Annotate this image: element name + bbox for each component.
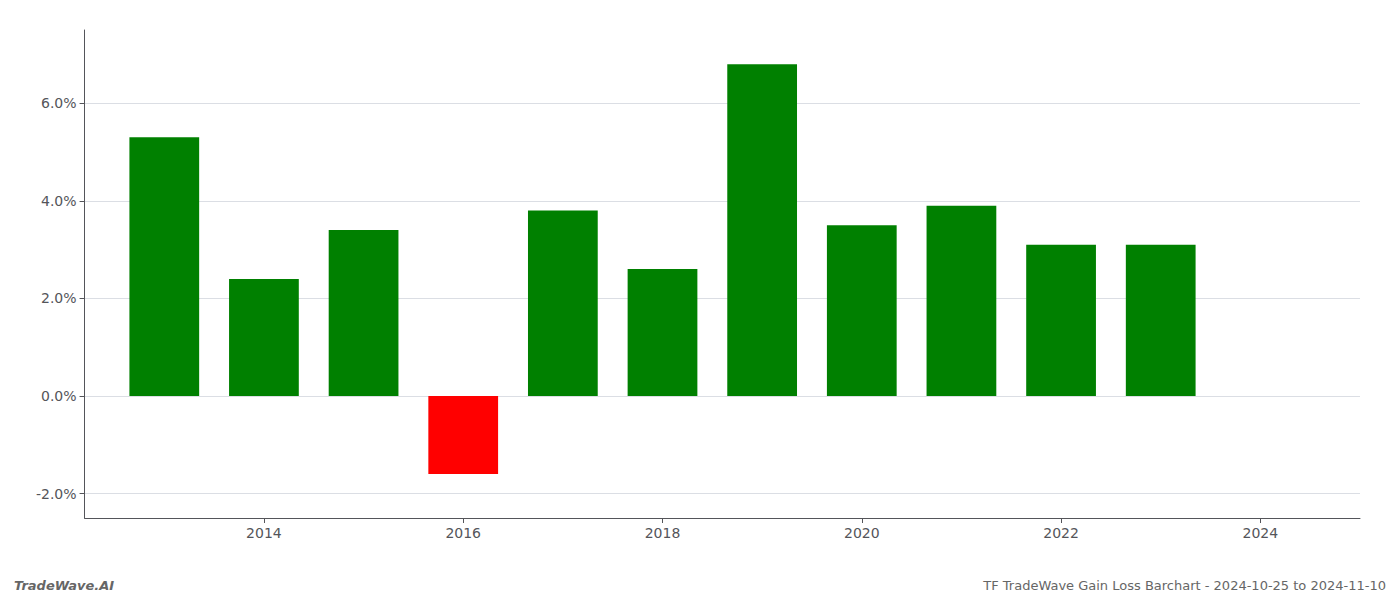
svg-text:-2.0%: -2.0% <box>36 486 77 502</box>
svg-text:2018: 2018 <box>645 525 681 541</box>
svg-text:2014: 2014 <box>246 525 282 541</box>
svg-text:2.0%: 2.0% <box>41 290 77 306</box>
svg-text:0.0%: 0.0% <box>41 388 77 404</box>
svg-text:2022: 2022 <box>1043 525 1079 541</box>
svg-text:2024: 2024 <box>1243 525 1279 541</box>
svg-text:TradeWave.AI: TradeWave.AI <box>14 578 114 593</box>
svg-text:TF TradeWave Gain Loss Barchar: TF TradeWave Gain Loss Barchart - 2024-1… <box>982 578 1386 593</box>
svg-text:4.0%: 4.0% <box>41 193 77 209</box>
svg-text:2020: 2020 <box>844 525 880 541</box>
svg-text:6.0%: 6.0% <box>41 95 77 111</box>
svg-text:2016: 2016 <box>445 525 481 541</box>
